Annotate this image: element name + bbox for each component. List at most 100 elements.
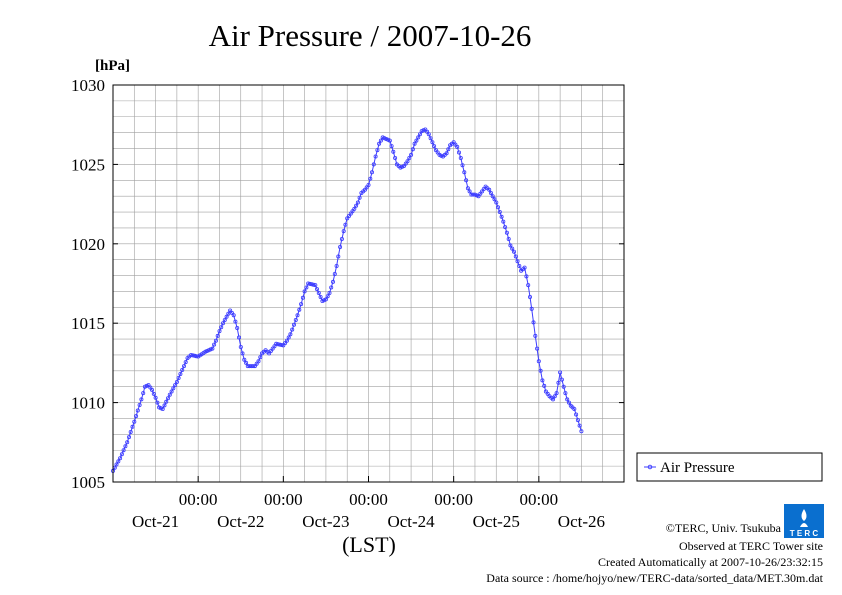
- data-point: [165, 396, 170, 401]
- y-tick-label: 1005: [71, 473, 105, 492]
- data-point: [153, 395, 158, 400]
- data-point: [313, 283, 318, 288]
- data-point: [174, 379, 179, 384]
- data-point: [513, 254, 518, 259]
- data-point: [528, 294, 533, 299]
- data-point: [306, 281, 311, 286]
- data-point: [215, 333, 220, 338]
- data-point: [309, 282, 314, 287]
- data-point: [190, 353, 195, 358]
- data-point: [501, 219, 506, 224]
- data-point: [307, 281, 312, 286]
- data-point: [192, 353, 197, 358]
- data-point: [410, 147, 415, 152]
- data-point: [178, 371, 183, 376]
- data-point: [311, 282, 316, 287]
- data-point: [258, 355, 263, 360]
- data-point: [391, 149, 396, 154]
- data-point: [446, 147, 451, 152]
- data-point: [551, 397, 556, 402]
- data-point: [524, 274, 529, 279]
- data-point: [495, 205, 500, 210]
- data-point: [238, 344, 243, 349]
- logo-text: T E R C: [790, 529, 819, 538]
- data-point: [558, 370, 563, 375]
- chart-title: Air Pressure / 2007-10-26: [209, 18, 532, 53]
- data-point: [242, 357, 247, 362]
- data-point: [219, 325, 224, 330]
- data-point: [256, 359, 261, 364]
- x-day-label: Oct-26: [558, 512, 605, 531]
- data-point: [231, 313, 236, 318]
- data-point: [277, 342, 282, 347]
- data-point: [119, 452, 124, 457]
- data-point: [414, 138, 419, 143]
- x-tick-label: 00:00: [519, 490, 558, 509]
- data-point: [295, 313, 300, 318]
- data-point: [162, 403, 167, 408]
- data-point: [323, 297, 328, 302]
- data-point: [512, 249, 517, 254]
- data-point: [412, 141, 417, 146]
- data-point: [455, 144, 460, 149]
- data-point: [338, 244, 343, 249]
- data-point: [304, 285, 309, 290]
- data-point: [535, 346, 540, 351]
- data-point: [529, 306, 534, 311]
- data-point: [155, 400, 160, 405]
- data-point: [531, 320, 536, 325]
- data-point: [444, 151, 449, 156]
- data-point: [371, 162, 376, 167]
- legend: Air Pressure: [636, 452, 823, 482]
- data-point: [274, 341, 279, 346]
- data-point: [574, 412, 579, 417]
- data-point: [375, 148, 380, 153]
- y-unit-label: [hPa]: [95, 58, 130, 74]
- data-point: [458, 155, 463, 160]
- data-point: [181, 364, 186, 369]
- x-day-label: Oct-22: [217, 512, 264, 531]
- data-point: [416, 135, 421, 140]
- data-point: [284, 338, 289, 343]
- x-tick-label: 00:00: [349, 490, 388, 509]
- data-point: [503, 225, 508, 230]
- data-point: [432, 144, 437, 149]
- data-point: [151, 391, 156, 396]
- data-point: [210, 346, 215, 351]
- data-point: [487, 187, 492, 192]
- data-point: [327, 290, 332, 295]
- data-point: [176, 375, 181, 380]
- footer-source: Data source : /home/hojyo/new/TERC-data/…: [486, 571, 823, 585]
- data-point: [471, 192, 476, 197]
- data-point: [533, 333, 538, 338]
- data-point: [572, 406, 577, 411]
- data-point: [492, 197, 497, 202]
- data-point: [251, 364, 256, 369]
- data-point: [300, 295, 305, 300]
- data-point: [430, 140, 435, 145]
- data-point: [456, 150, 461, 155]
- data-point: [275, 342, 280, 347]
- data-point: [559, 377, 564, 382]
- data-point: [494, 200, 499, 205]
- footer-created: Created Automatically at 2007-10-26/23:3…: [598, 555, 823, 569]
- data-point: [499, 214, 504, 219]
- data-point: [565, 397, 570, 402]
- y-axis-ticks: 1005 1010 1015 1020 1025 1030: [71, 76, 624, 492]
- data-point: [217, 329, 222, 334]
- data-point: [135, 408, 140, 413]
- data-point: [554, 391, 559, 396]
- data-point: [405, 159, 410, 164]
- data-point: [290, 327, 295, 332]
- data-point: [212, 342, 217, 347]
- data-point: [318, 294, 323, 299]
- x-tick-label: 00:00: [264, 490, 303, 509]
- data-point: [561, 384, 566, 389]
- logo-band: [784, 527, 824, 538]
- x-day-label: Oct-21: [132, 512, 179, 531]
- data-point: [354, 203, 359, 208]
- data-point: [579, 429, 584, 434]
- data-point: [286, 335, 291, 340]
- data-point: [169, 389, 174, 394]
- grid: [113, 85, 624, 482]
